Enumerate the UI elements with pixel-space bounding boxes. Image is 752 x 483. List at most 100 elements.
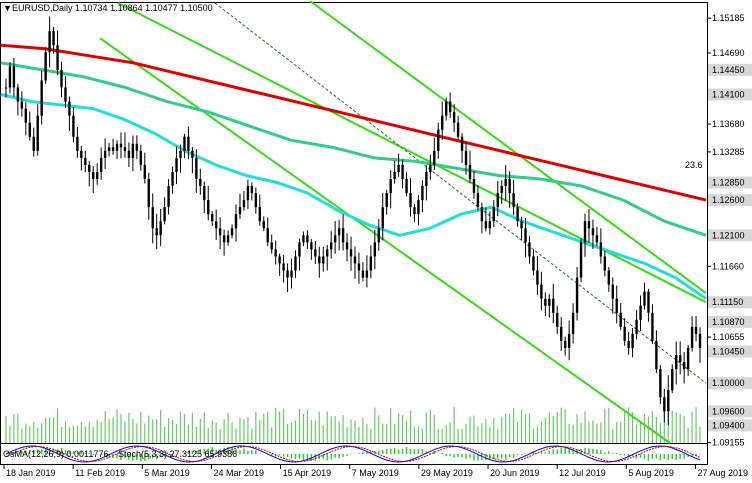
candle-body [536, 270, 539, 285]
price-level-box [708, 419, 752, 432]
candle-body [571, 312, 575, 334]
candle-body [524, 228, 527, 243]
price-level-box [708, 296, 752, 309]
candle-body [591, 228, 595, 236]
candle-body [437, 129, 440, 151]
candle-body [246, 186, 250, 201]
price-tick-label: 1.12100 [712, 230, 745, 240]
candle-body [361, 270, 365, 278]
candle-body [512, 193, 515, 208]
candle-body [171, 171, 174, 187]
candle-body [623, 326, 626, 341]
time-tick-label: 5 Aug 2019 [628, 468, 674, 478]
candle-body [381, 207, 384, 229]
candle-body [302, 235, 305, 243]
candle-body [44, 52, 47, 81]
price-tick-label: 1.12600 [712, 195, 745, 205]
price-level-box [708, 63, 752, 76]
stoch-label: Stoch(5,3,3) 27.3125 65.9386 [118, 449, 237, 459]
candle-body [611, 284, 614, 299]
price-tick-label: 1.09600 [712, 406, 745, 416]
candle-body [476, 193, 480, 208]
candle-body [409, 193, 412, 208]
candle-body [139, 150, 143, 165]
candle-body [548, 298, 551, 306]
candle-body [329, 242, 333, 250]
candle-body [84, 157, 87, 165]
volume-bars [5, 407, 701, 443]
price-tick-label: 1.10000 [712, 378, 745, 388]
candle-body [242, 200, 246, 208]
candle-body [226, 235, 230, 243]
candle-body [207, 200, 210, 215]
ema-mid-line [0, 61, 707, 237]
candle-body [603, 256, 607, 271]
symbol-dropdown-icon[interactable]: ▼ [3, 3, 12, 13]
channel-top-line [309, 0, 707, 294]
candle-body [333, 235, 337, 243]
candle-body [667, 390, 670, 412]
candle-body [230, 228, 234, 236]
candle-body [516, 207, 519, 222]
candle-body [464, 150, 468, 165]
candle-body [659, 369, 662, 398]
candle-body [663, 397, 666, 412]
channel-lower-line [99, 37, 671, 444]
time-tick-label: 29 May 2019 [421, 468, 473, 478]
chart-title: EURUSD,Daily 1.10734 1.10864 1.10477 1.1… [12, 3, 213, 13]
candle-body [353, 256, 357, 264]
candle-body [607, 270, 611, 285]
candle-body [532, 256, 535, 271]
candle-body [599, 242, 603, 257]
candle-body [115, 143, 119, 151]
candle-body [95, 171, 99, 179]
candle-body [234, 214, 238, 229]
ema-slow-line [0, 43, 707, 202]
candle-body [32, 136, 35, 151]
candle-body [583, 221, 587, 243]
oscillator-pane [5, 445, 701, 463]
price-tick-label: 1.14690 [712, 48, 745, 58]
candle-body [643, 291, 646, 306]
candle-body [127, 150, 131, 158]
price-tick-label: 1.11660 [712, 261, 744, 271]
time-tick-label: 27 Aug 2019 [697, 468, 748, 478]
candle-body [318, 256, 321, 264]
stoch-signal-line [5, 445, 701, 463]
candle-body [298, 242, 301, 257]
candle-body [119, 143, 123, 148]
candle-body [64, 87, 67, 102]
price-tick-label: 1.09155 [712, 438, 745, 448]
candle-body [56, 45, 59, 70]
candle-body [579, 242, 583, 278]
candle-body [678, 355, 682, 363]
price-level-box [708, 229, 752, 242]
candle-body [655, 340, 658, 370]
candle-body [274, 249, 277, 257]
candle-body [143, 164, 146, 179]
candle-body [413, 207, 416, 215]
time-tick-label: 15 Apr 2019 [283, 468, 332, 478]
candle-body [671, 369, 674, 391]
time-tick-label: 11 Feb 2019 [75, 468, 125, 478]
candle-body [111, 147, 115, 151]
candle-body [8, 66, 12, 88]
candle-body [290, 270, 293, 278]
candle-body [294, 256, 297, 271]
candle-body [214, 221, 218, 229]
candle-body [155, 228, 158, 236]
candle-body [441, 115, 444, 130]
candle-body [587, 221, 591, 229]
candle-body [544, 298, 547, 306]
candle-body [286, 270, 289, 278]
candle-body [675, 355, 678, 370]
candle-body [36, 115, 39, 151]
price-tick-label: 1.10870 [712, 317, 745, 327]
time-tick-label: 18 Jan 2019 [6, 468, 56, 478]
candle-body [151, 207, 154, 229]
candle-body [401, 164, 404, 179]
candle-body [60, 69, 63, 88]
candle-body [563, 340, 567, 348]
candle-body [282, 263, 285, 271]
candle-body [179, 150, 182, 158]
